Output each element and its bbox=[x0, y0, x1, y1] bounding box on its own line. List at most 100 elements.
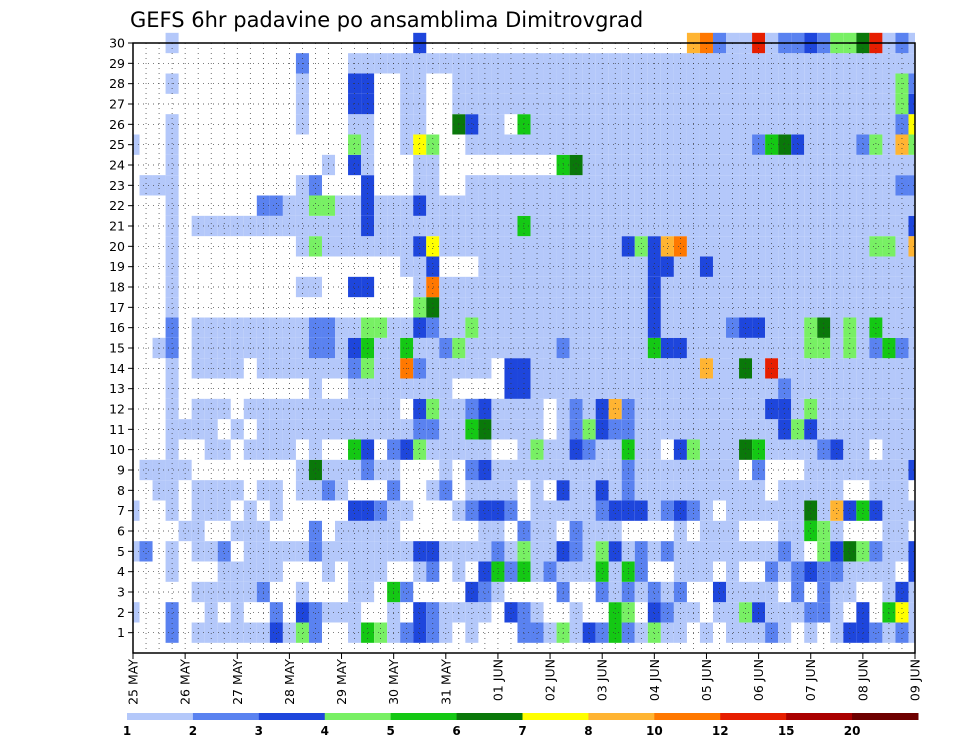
heatmap-cell bbox=[204, 602, 218, 623]
heatmap-cell bbox=[295, 175, 309, 196]
heatmap-cell bbox=[634, 459, 648, 481]
heatmap-cell bbox=[374, 317, 388, 338]
heatmap-cell bbox=[335, 459, 349, 481]
heatmap-cell bbox=[712, 520, 727, 542]
heatmap-cell bbox=[413, 236, 427, 257]
heatmap-cell bbox=[895, 154, 909, 176]
heatmap-cell bbox=[778, 276, 792, 298]
heatmap-cell bbox=[478, 195, 492, 216]
heatmap-cell bbox=[543, 439, 557, 460]
heatmap-cell bbox=[856, 297, 870, 318]
heatmap-cell bbox=[791, 114, 805, 135]
heatmap-cell bbox=[830, 622, 844, 643]
heatmap-cell bbox=[426, 337, 440, 359]
heatmap-cell bbox=[478, 480, 492, 501]
heatmap-cell bbox=[569, 480, 583, 501]
heatmap-cell bbox=[660, 236, 674, 257]
x-tick-label: 02 JUN bbox=[543, 659, 558, 701]
heatmap-cell bbox=[791, 541, 805, 562]
heatmap-cell bbox=[739, 297, 753, 318]
heatmap-cell bbox=[647, 602, 661, 623]
x-tick-label: 03 JUN bbox=[595, 659, 610, 701]
heatmap-cell bbox=[778, 541, 792, 562]
x-tick-label: 09 JUN bbox=[908, 659, 923, 701]
heatmap-cell bbox=[530, 134, 544, 155]
heatmap-cell bbox=[830, 500, 844, 521]
heatmap-cell bbox=[804, 215, 818, 237]
x-tick-label: 28 MAY bbox=[282, 659, 297, 705]
heatmap-cell bbox=[204, 541, 218, 562]
heatmap-cell bbox=[673, 602, 687, 623]
heatmap-cell bbox=[634, 297, 648, 318]
heatmap-cell bbox=[282, 419, 296, 440]
heatmap-cell bbox=[608, 602, 622, 623]
heatmap-cell bbox=[673, 337, 687, 359]
heatmap-cell bbox=[843, 459, 857, 481]
heatmap-cell bbox=[530, 622, 544, 643]
heatmap-cell bbox=[152, 480, 166, 501]
heatmap-cell bbox=[569, 276, 583, 298]
heatmap-cell bbox=[413, 602, 427, 623]
heatmap-cell bbox=[908, 134, 915, 155]
heatmap-cell bbox=[673, 195, 687, 216]
heatmap-cell bbox=[569, 459, 583, 481]
heatmap-cell bbox=[178, 419, 192, 440]
heatmap-cell bbox=[699, 215, 713, 237]
heatmap-cell bbox=[765, 297, 779, 318]
heatmap-cell bbox=[230, 561, 244, 582]
heatmap-cell bbox=[908, 154, 915, 176]
heatmap-cell bbox=[504, 480, 518, 501]
y-tick-label: 18 bbox=[109, 280, 125, 295]
heatmap-cell bbox=[765, 276, 779, 298]
heatmap-cell bbox=[804, 500, 818, 521]
heatmap-cell bbox=[660, 276, 674, 298]
heatmap-cell bbox=[830, 195, 844, 216]
heatmap-cell bbox=[869, 622, 883, 643]
heatmap-cell bbox=[647, 541, 661, 562]
heatmap-cell bbox=[478, 134, 492, 155]
heatmap-cell bbox=[413, 561, 427, 582]
heatmap-cell bbox=[165, 297, 179, 318]
heatmap-cell bbox=[856, 317, 870, 338]
heatmap-cell bbox=[595, 236, 609, 257]
heatmap-cell bbox=[282, 337, 296, 359]
heatmap-cell bbox=[699, 459, 713, 481]
heatmap-cell bbox=[843, 134, 857, 155]
heatmap-cell bbox=[478, 581, 492, 603]
heatmap-cell bbox=[543, 317, 557, 338]
heatmap-cell bbox=[608, 114, 622, 135]
heatmap-cell bbox=[726, 602, 740, 623]
heatmap-cell bbox=[634, 561, 648, 582]
heatmap-cell bbox=[217, 561, 231, 582]
heatmap-cell bbox=[400, 337, 414, 359]
heatmap-cell bbox=[543, 520, 557, 542]
heatmap-cell bbox=[308, 195, 322, 216]
heatmap-cell bbox=[712, 297, 727, 318]
heatmap-cell bbox=[869, 337, 883, 359]
heatmap-cell bbox=[282, 215, 296, 237]
heatmap-cell bbox=[165, 215, 179, 237]
heatmap-cell bbox=[582, 256, 596, 277]
heatmap-cell bbox=[647, 337, 661, 359]
heatmap-cell bbox=[895, 215, 909, 237]
y-tick-label: 9 bbox=[117, 463, 125, 478]
chart-title: GEFS 6hr padavine po ansamblima Dimitrov… bbox=[130, 8, 643, 32]
heatmap-cell bbox=[647, 215, 661, 237]
heatmap-cell bbox=[726, 459, 740, 481]
heatmap-cell bbox=[634, 439, 648, 460]
heatmap-cell bbox=[856, 459, 870, 481]
heatmap-cell bbox=[582, 134, 596, 155]
heatmap-cell bbox=[778, 297, 792, 318]
heatmap-cell bbox=[348, 419, 362, 440]
legend-swatch bbox=[456, 713, 523, 720]
heatmap-cell bbox=[608, 500, 622, 521]
heatmap-cell bbox=[230, 622, 244, 643]
y-tick-label: 12 bbox=[109, 402, 125, 417]
heatmap-cell bbox=[543, 622, 557, 643]
heatmap-cell bbox=[856, 602, 870, 623]
heatmap-cell bbox=[478, 317, 492, 338]
heatmap-cell bbox=[582, 561, 596, 582]
heatmap-cell bbox=[348, 500, 362, 521]
heatmap-cell bbox=[778, 195, 792, 216]
y-tick-label: 14 bbox=[109, 361, 125, 376]
